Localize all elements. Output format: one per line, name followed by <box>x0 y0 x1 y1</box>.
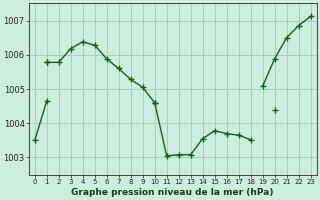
X-axis label: Graphe pression niveau de la mer (hPa): Graphe pression niveau de la mer (hPa) <box>71 188 274 197</box>
